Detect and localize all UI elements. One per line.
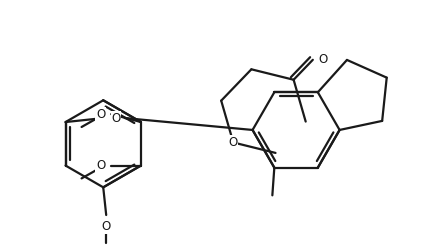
Text: O: O [319,53,328,66]
Text: O: O [96,159,105,172]
Text: O: O [101,220,111,233]
Text: O: O [229,136,238,149]
Text: O: O [96,108,105,121]
Text: O: O [111,112,121,124]
